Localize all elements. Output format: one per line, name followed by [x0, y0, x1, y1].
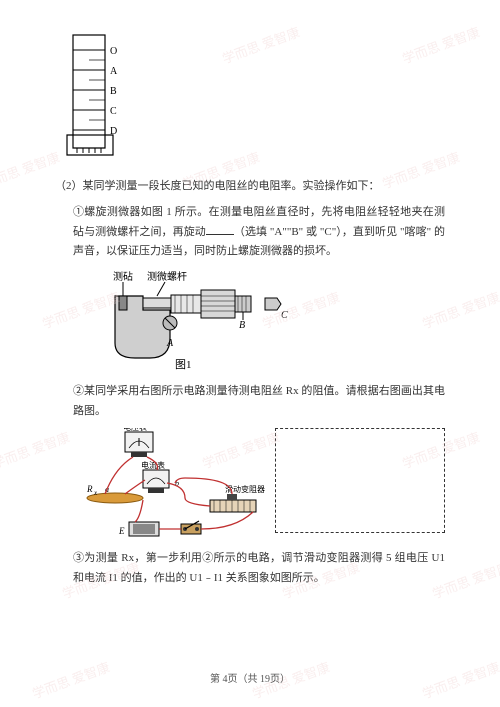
micrometer-diagram: 测砧 测微螺杆 A B C 图1 — [95, 268, 445, 376]
fill-blank[interactable] — [206, 223, 234, 235]
svg-text:B: B — [239, 320, 245, 331]
svg-text:C: C — [110, 106, 117, 117]
svg-text:A: A — [110, 66, 118, 77]
watermark: 学而思 爱智康 — [0, 147, 62, 193]
svg-text:图1: 图1 — [175, 358, 192, 371]
ruler-diagram: O A B C D — [65, 30, 445, 163]
ruler-svg: O A B C D — [65, 30, 125, 160]
svg-text:R: R — [86, 484, 93, 494]
svg-text:C: C — [281, 310, 288, 321]
page-footer: 第 4页（共 19页） — [0, 670, 500, 685]
watermark: 学而思 爱智康 — [0, 427, 72, 473]
q2-step2: ②某同学采用右图所示电路测量待测电阻丝 Rx 的阻值。请根据右图画出其电路图。 — [55, 382, 445, 422]
svg-text:电流表: 电流表 — [141, 460, 165, 470]
micrometer-svg: 测砧 测微螺杆 A B C 图1 — [95, 268, 305, 373]
q2-step3: ③为测量 Rx，第一步利用②所示的电路，调节滑动变阻器测得 5 组电压 U1 和… — [55, 549, 445, 589]
svg-text:测微螺杆: 测微螺杆 — [147, 270, 187, 283]
q2-step1: ①螺旋测微器如图 1 所示。在测量电阻丝直径时，先将电阻丝轻轻地夹在测砧与测微螺… — [55, 203, 445, 262]
svg-text:电压表: 电压表 — [123, 428, 147, 432]
svg-text:A: A — [166, 338, 174, 349]
circuit-row: 电压表 电流表 R x a b 滑动变阻器 E — [85, 428, 445, 543]
svg-text:E: E — [118, 526, 125, 536]
circuit-photo: 电压表 电流表 R x a b 滑动变阻器 E — [85, 428, 265, 543]
svg-text:B: B — [110, 86, 117, 97]
svg-text:O: O — [110, 46, 117, 57]
svg-text:测砧: 测砧 — [113, 270, 133, 283]
circuit-draw-box[interactable] — [275, 428, 445, 533]
q2-intro: （2）某同学测量一段长度已知的电阻丝的电阻率。实验操作如下： — [55, 177, 445, 197]
